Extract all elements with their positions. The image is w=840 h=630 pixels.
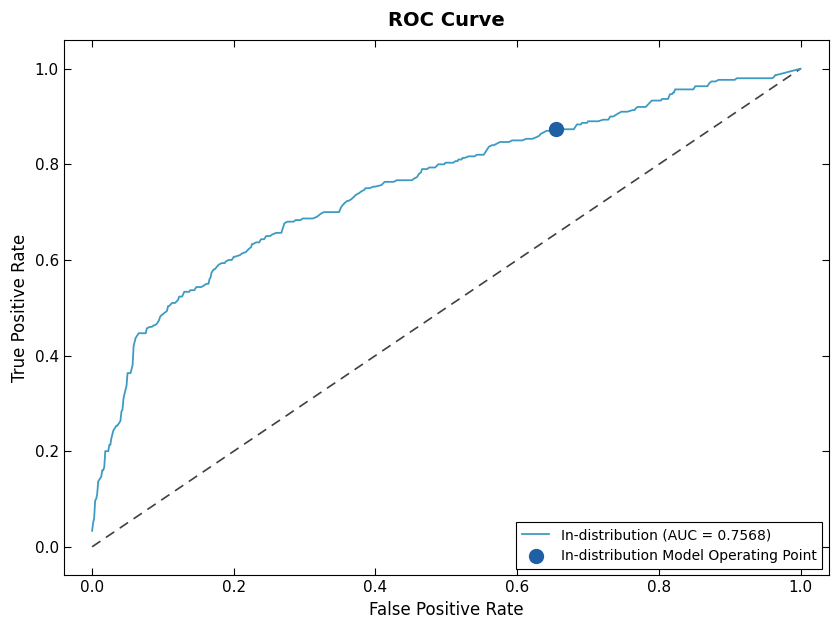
In-distribution (AUC = 0.7568) bbox=[323, 209, 333, 216]
In-distribution (AUC = 0.7568) bbox=[103, 447, 113, 455]
In-distribution (AUC = 0.7568) bbox=[424, 164, 434, 171]
In-distribution (AUC = 0.7568) bbox=[94, 476, 104, 484]
In-distribution (AUC = 0.7568) bbox=[93, 478, 103, 485]
Line: In-distribution (AUC = 0.7568): In-distribution (AUC = 0.7568) bbox=[92, 69, 801, 531]
In-distribution (AUC = 0.7568) bbox=[87, 527, 97, 535]
Title: ROC Curve: ROC Curve bbox=[388, 11, 505, 30]
X-axis label: False Positive Rate: False Positive Rate bbox=[369, 601, 523, 619]
In-distribution (AUC = 0.7568) bbox=[795, 65, 806, 72]
Legend: In-distribution (AUC = 0.7568), In-distribution Model Operating Point: In-distribution (AUC = 0.7568), In-distr… bbox=[516, 522, 822, 568]
In-distribution (AUC = 0.7568) bbox=[288, 218, 298, 226]
In-distribution Model Operating Point bbox=[549, 124, 563, 134]
Y-axis label: True Positive Rate: True Positive Rate bbox=[11, 234, 29, 382]
